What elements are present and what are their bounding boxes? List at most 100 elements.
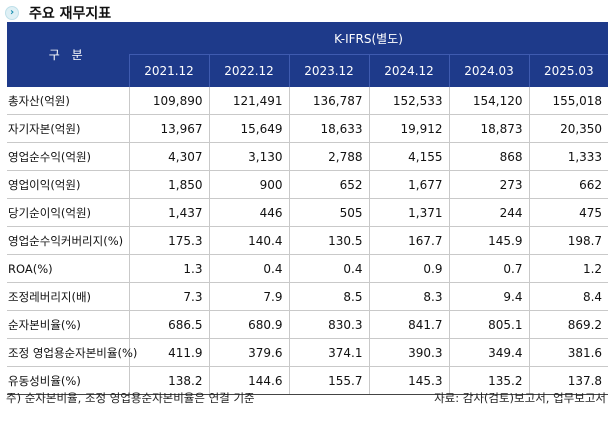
table-cell: 18,873	[448, 114, 529, 143]
table-cell: 686.5	[128, 310, 209, 339]
table-row: 조정 영업용순자본비율(%) 411.9 379.6 374.1 390.3 349.4 3…	[7, 338, 609, 367]
column-header: 2024.03	[448, 54, 529, 87]
table-cell: 9.4	[448, 282, 529, 311]
table-row: 유동성비율(%) 138.2 144.6 155.7 145.3 135.2 137.8	[7, 366, 609, 395]
table-cell: 0.4	[208, 254, 289, 283]
column-header: 2022.12	[208, 54, 289, 87]
table-cell: 175.3	[128, 226, 209, 255]
column-header: 2024.12	[368, 54, 449, 87]
table-row: 순자본비율(%) 686.5 680.9 830.3 841.7 805.1 869.2	[7, 310, 609, 339]
table-cell: 137.8	[528, 366, 609, 395]
table-cell: 135.2	[448, 366, 529, 395]
table-cell: 652	[288, 170, 369, 199]
table-cell: 130.5	[288, 226, 369, 255]
table-row: ROA(%) 1.3 0.4 0.4 0.9 0.7 1.2	[7, 254, 609, 283]
table-cell: 145.9	[448, 226, 529, 255]
table-cell: 198.7	[528, 226, 609, 255]
title-bar: › 주요 재무지표	[5, 4, 111, 22]
table-cell: 1.3	[128, 254, 209, 283]
table-cell: 662	[528, 170, 609, 199]
table-cell: 1,437	[128, 198, 209, 227]
table-cell: 138.2	[128, 366, 209, 395]
header-row-years: 2021.12 2022.12 2023.12 2024.12 2024.03 2025.…	[7, 54, 609, 87]
table-cell: 505	[288, 198, 369, 227]
table-cell: 155,018	[528, 87, 609, 115]
column-header: 2023.12	[288, 54, 369, 87]
table-cell: 1,677	[368, 170, 449, 199]
table-row: 자기자본(억원) 13,967 15,649 18,633 19,912 18,873 20…	[7, 114, 609, 143]
table-cell: 244	[448, 198, 529, 227]
table-row: 영업이익(억원) 1,850 900 652 1,677 273 662	[7, 170, 609, 199]
table-cell: 2,788	[288, 142, 369, 171]
row-label: 조정 영업용순자본비율(%)	[7, 338, 137, 367]
table-cell: 4,307	[128, 142, 209, 171]
table-cell: 4,155	[368, 142, 449, 171]
table-body: 총자산(억원) 109,890 121,491 136,787 152,533 154,1…	[7, 87, 609, 395]
table-cell: 18,633	[288, 114, 369, 143]
table-cell: 379.6	[208, 338, 289, 367]
table-cell: 446	[208, 198, 289, 227]
footnote: 주) 순자본비율, 조정 영업용순자본비율은 연결 기준	[6, 391, 255, 405]
table-cell: 349.4	[448, 338, 529, 367]
table-cell: 680.9	[208, 310, 289, 339]
table-cell: 7.9	[208, 282, 289, 311]
table-cell: 7.3	[128, 282, 209, 311]
table-cell: 868	[448, 142, 529, 171]
table-row: 조정레버리지(배) 7.3 7.9 8.5 8.3 9.4 8.4	[7, 282, 609, 311]
row-label: 영업순수익커버리지(%)	[7, 226, 129, 255]
table-cell: 145.3	[368, 366, 449, 395]
column-header: 2021.12	[128, 54, 209, 87]
table-row: 총자산(억원) 109,890 121,491 136,787 152,533 154,1…	[7, 87, 609, 115]
header-row-group: 구 분 K-IFRS(별도)	[7, 22, 609, 87]
table-row: 당기순이익(억원) 1,437 446 505 1,371 244 475	[7, 198, 609, 227]
chevron-right-circle-icon: ›	[5, 6, 19, 20]
table-cell: 0.7	[448, 254, 529, 283]
table-cell: 0.4	[288, 254, 369, 283]
row-label: ROA(%)	[7, 254, 129, 283]
table-cell: 869.2	[528, 310, 609, 339]
table-cell: 374.1	[288, 338, 369, 367]
table-cell: 167.7	[368, 226, 449, 255]
table-cell: 900	[208, 170, 289, 199]
row-label: 순자본비율(%)	[7, 310, 129, 339]
row-label: 총자산(억원)	[7, 87, 129, 115]
column-header: 2025.03	[528, 54, 609, 87]
table-cell: 1.2	[528, 254, 609, 283]
table-cell: 805.1	[448, 310, 529, 339]
table-cell: 1,850	[128, 170, 209, 199]
table-cell: 136,787	[288, 87, 369, 115]
table-cell: 381.6	[528, 338, 609, 367]
row-label: 영업이익(억원)	[7, 170, 129, 199]
table-cell: 0.9	[368, 254, 449, 283]
table-row: 영업순수익커버리지(%) 175.3 140.4 130.5 167.7 145.9 198…	[7, 226, 609, 255]
table-cell: 830.3	[288, 310, 369, 339]
row-label: 자기자본(억원)	[7, 114, 129, 143]
row-label: 유동성비율(%)	[7, 366, 129, 395]
table-cell: 8.4	[528, 282, 609, 311]
source-note: 자료: 감사(검토)보고서, 업무보고서	[434, 391, 606, 405]
table-cell: 20,350	[528, 114, 609, 143]
page-title: 주요 재무지표	[29, 6, 112, 22]
table-cell: 273	[448, 170, 529, 199]
table-cell: 3,130	[208, 142, 289, 171]
table-cell: 19,912	[368, 114, 449, 143]
group-header: K-IFRS(별도)	[129, 22, 609, 55]
category-header: 구 분	[7, 22, 129, 87]
table-cell: 121,491	[208, 87, 289, 115]
table-cell: 13,967	[128, 114, 209, 143]
table-cell: 15,649	[208, 114, 289, 143]
table-cell: 8.5	[288, 282, 369, 311]
table-cell: 154,120	[448, 87, 529, 115]
table-cell: 109,890	[128, 87, 209, 115]
table-cell: 411.9	[128, 338, 209, 367]
table-cell: 1,333	[528, 142, 609, 171]
row-label: 당기순이익(억원)	[7, 198, 129, 227]
table-cell: 1,371	[368, 198, 449, 227]
table-cell: 144.6	[208, 366, 289, 395]
table-cell: 390.3	[368, 338, 449, 367]
table-cell: 475	[528, 198, 609, 227]
table-cell: 140.4	[208, 226, 289, 255]
row-label: 영업순수익(억원)	[7, 142, 129, 171]
financial-indicators-table: 구 분 K-IFRS(별도) 2021.12 2022.12 2023.12 2024…	[7, 22, 609, 395]
table-row: 영업순수익(억원) 4,307 3,130 2,788 4,155 868 1,333	[7, 142, 609, 171]
